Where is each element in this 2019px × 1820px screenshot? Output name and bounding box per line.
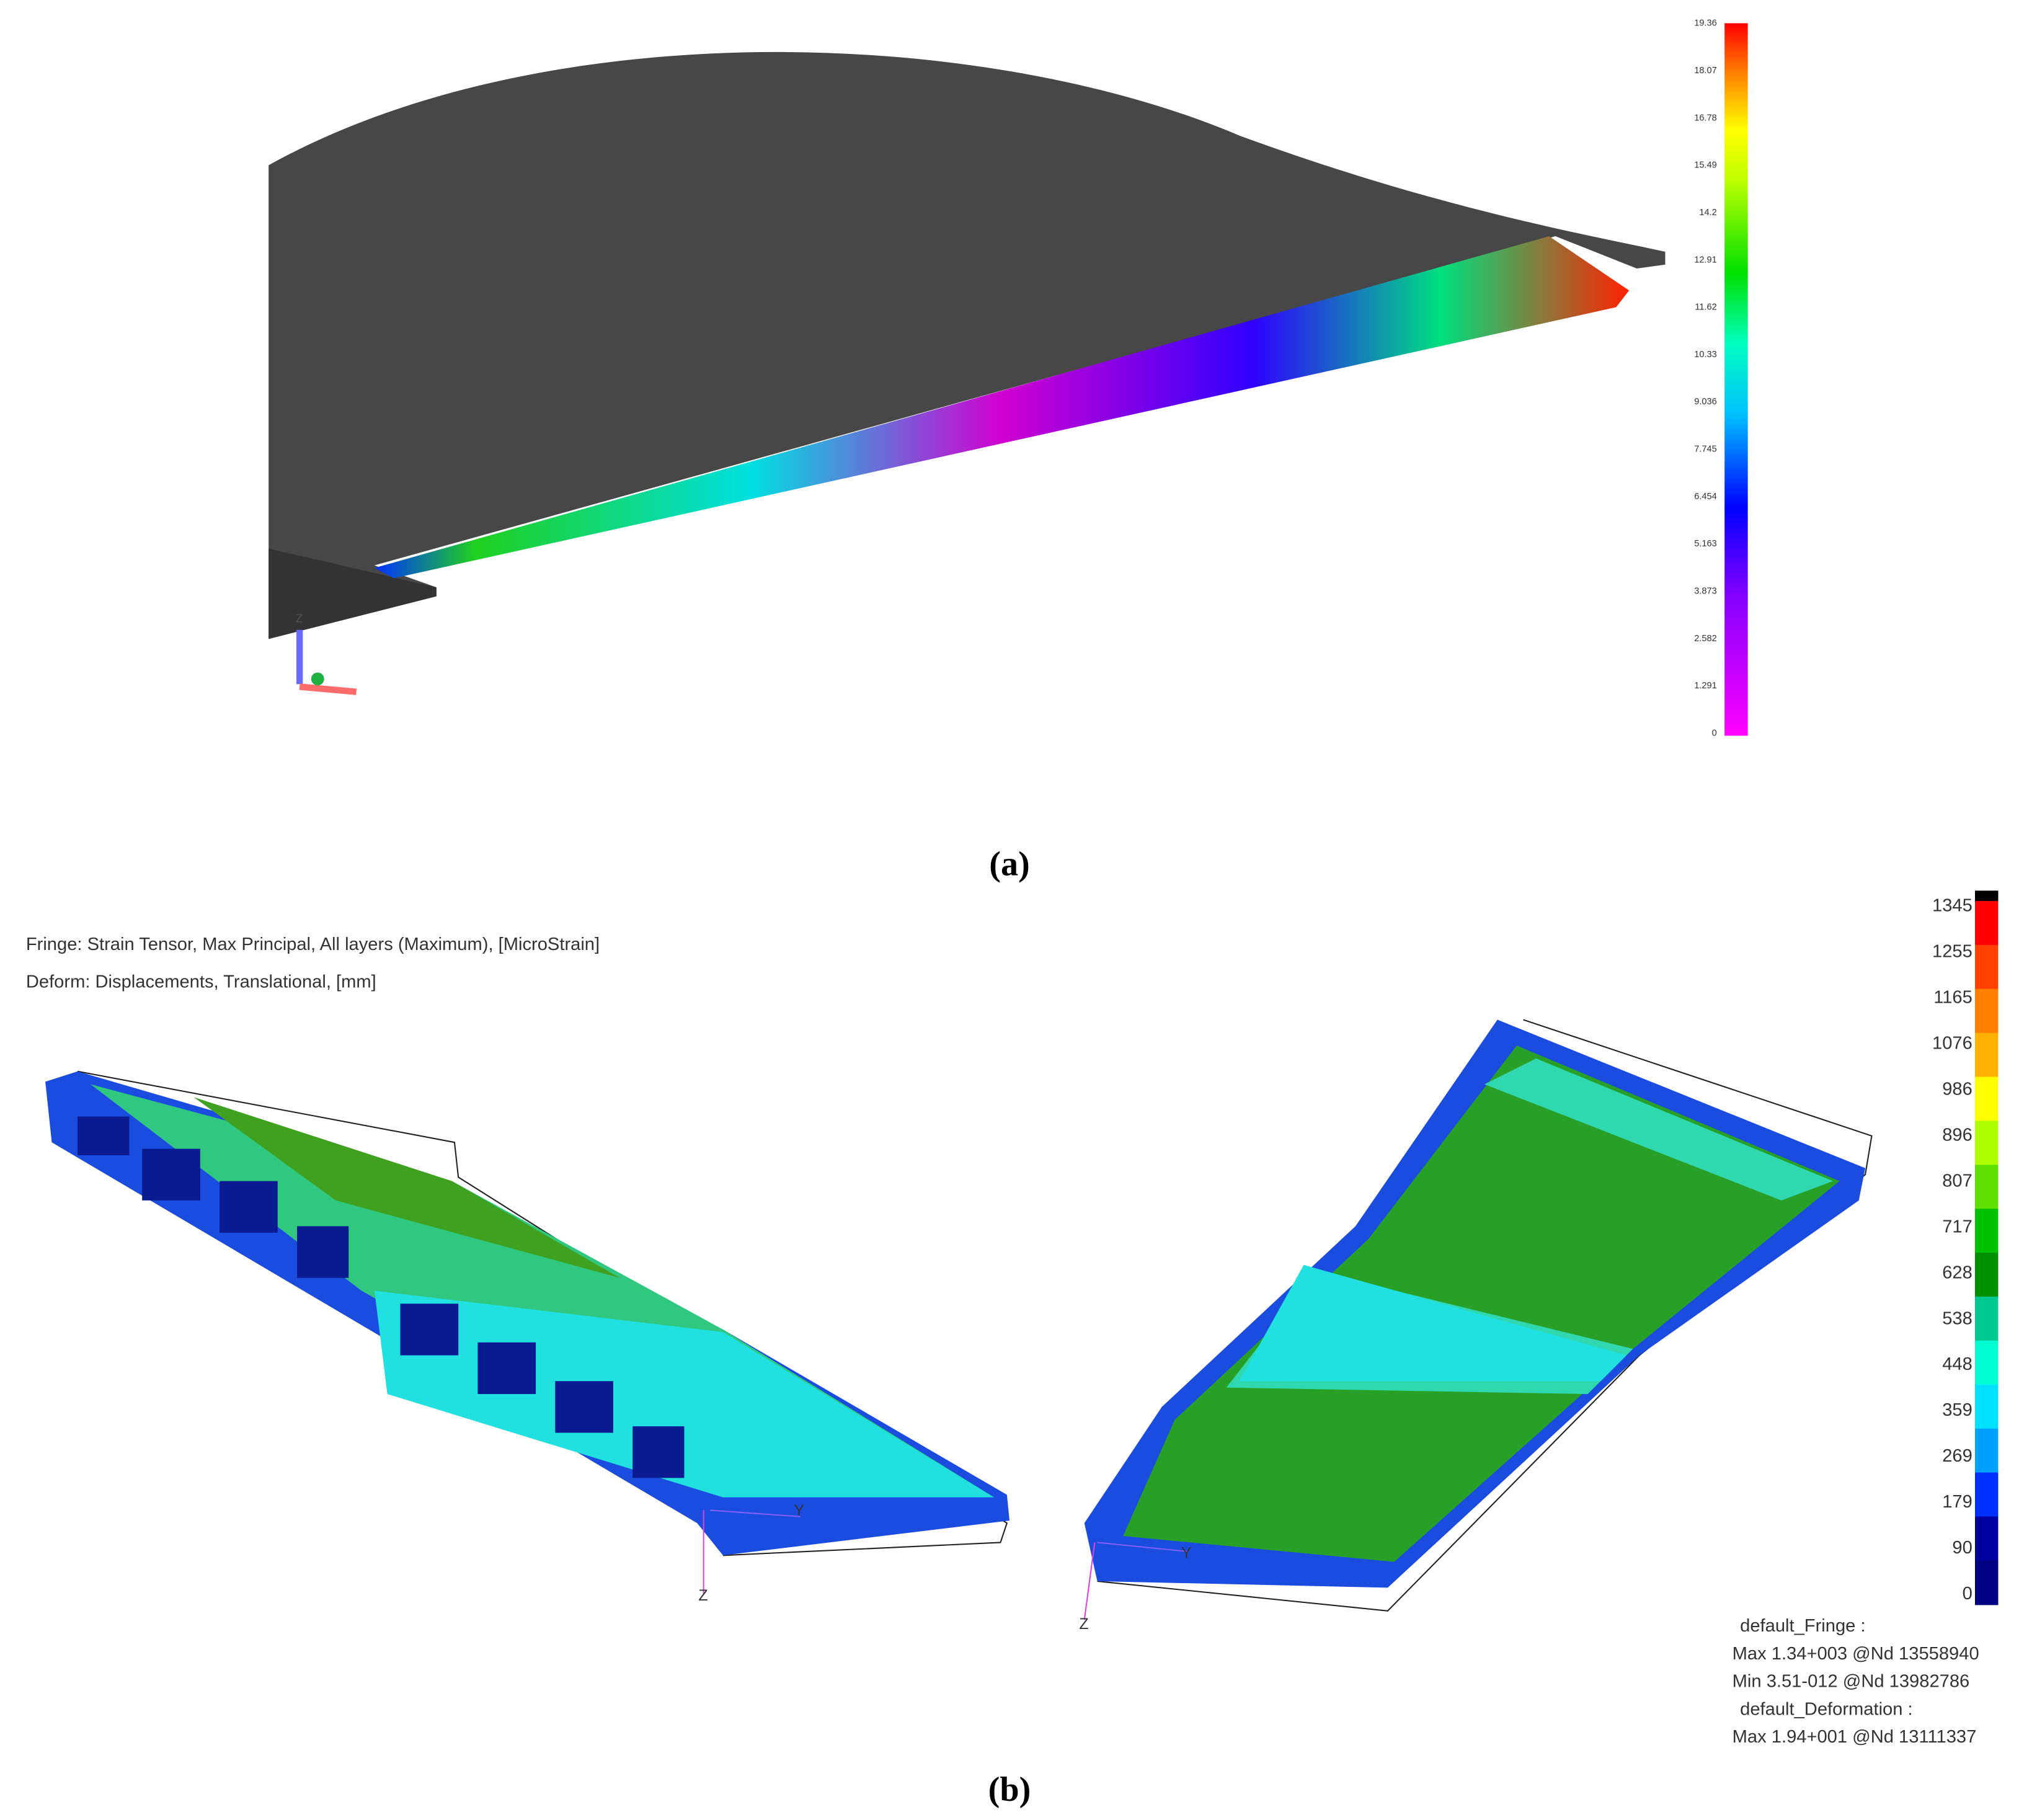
legend-label: 448 xyxy=(1942,1354,1972,1374)
color-segment xyxy=(1975,900,1999,946)
color-segment xyxy=(1975,1560,1999,1605)
axis xyxy=(299,683,357,695)
caption: (b) xyxy=(988,1770,1031,1809)
legend-label: 15.49 xyxy=(1694,161,1716,171)
legend-label: 717 xyxy=(1942,1217,1972,1236)
legend-label: 11.62 xyxy=(1695,303,1716,313)
color-segment xyxy=(1975,1121,1999,1166)
legend-label: 538 xyxy=(1942,1308,1972,1328)
axis-label: Z xyxy=(1079,1615,1088,1633)
color-segment xyxy=(1975,1516,1999,1561)
color-bar xyxy=(1975,890,1999,1605)
legend-label: 269 xyxy=(1942,1446,1972,1466)
result-strip xyxy=(374,236,1630,579)
color-segment xyxy=(1975,1472,1999,1517)
axis-label: Y xyxy=(794,1502,804,1519)
legend-label: 359 xyxy=(1942,1400,1972,1420)
legend-label: 12.91 xyxy=(1694,255,1716,265)
left-wing xyxy=(45,1070,1010,1594)
color-segment xyxy=(1975,1428,1999,1473)
color-segment xyxy=(1975,988,1999,1034)
legend-label: 6.454 xyxy=(1694,492,1716,502)
footer-line: Min 3.51-012 @Nd 13982786 xyxy=(1733,1672,1970,1692)
legend-label: 9.036 xyxy=(1694,397,1716,407)
legend-label: 18.07 xyxy=(1694,66,1716,76)
axis-label: Z xyxy=(698,1587,708,1604)
legend-label: 1165 xyxy=(1933,988,1972,1008)
header-line: Deform: Displacements, Translational, [m… xyxy=(26,972,376,992)
legend-label: 179 xyxy=(1942,1492,1972,1512)
legend-labels: 1345 1255 1165 1076 986 896 807 717 628 538 448 359… xyxy=(1932,896,1972,1604)
footer-line: default_Fringe : xyxy=(1740,1616,1865,1636)
legend-label: 5.163 xyxy=(1694,539,1716,549)
legend-label: 7.745 xyxy=(1694,445,1716,455)
legend-label: 0 xyxy=(1712,728,1717,738)
legend-label: 986 xyxy=(1942,1079,1972,1099)
right-wing xyxy=(1083,1019,1873,1620)
legend-label: 807 xyxy=(1942,1171,1972,1191)
color-segment xyxy=(1975,1165,1999,1210)
wing-surface xyxy=(268,51,1666,639)
legend-label: 896 xyxy=(1942,1125,1972,1145)
footer-line: default_Deformation : xyxy=(1740,1699,1912,1719)
color-bar xyxy=(1724,23,1748,736)
legend-label: 14.2 xyxy=(1699,208,1716,218)
color-segment xyxy=(1975,1253,1999,1298)
legend-labels: 19.36 18.07 16.78 15.49 14.2 12.91 11.62 10.33 9… xyxy=(1694,19,1716,739)
footer-line: Max 1.94+001 @Nd 13111337 xyxy=(1733,1727,1977,1747)
legend-label: 1.291 xyxy=(1694,681,1716,691)
axis-label: Z xyxy=(296,611,303,624)
legend-label: 1076 xyxy=(1932,1033,1972,1053)
legend-label: 2.582 xyxy=(1694,634,1716,644)
legend-label: 90 xyxy=(1952,1538,1972,1558)
caption: (a) xyxy=(989,845,1030,883)
color-segment xyxy=(1975,1340,1999,1385)
legend-label: 628 xyxy=(1942,1263,1972,1282)
color-segment xyxy=(1975,890,1999,902)
legend-label: 10.33 xyxy=(1694,350,1716,360)
color-segment xyxy=(1975,1032,1999,1078)
footer-line: Max 1.34+003 @Nd 13558940 xyxy=(1733,1644,1979,1664)
legend-label: 16.78 xyxy=(1694,113,1716,123)
legend-label: 19.36 xyxy=(1694,19,1716,29)
header-line: Fringe: Strain Tensor, Max Principal, Al… xyxy=(26,934,600,954)
legend-label: 1345 xyxy=(1932,896,1972,916)
footer: default_Fringe : Max 1.34+003 @Nd 1355894… xyxy=(1733,1616,1979,1747)
color-segment xyxy=(1975,1209,1999,1254)
color-segment xyxy=(1975,1384,1999,1429)
color-segment xyxy=(1975,1076,1999,1122)
legend-label: 1255 xyxy=(1932,942,1972,962)
wing-edge xyxy=(268,548,437,639)
axis-label: Y xyxy=(1181,1544,1192,1561)
legend-label: 0 xyxy=(1963,1584,1972,1604)
color-segment xyxy=(1975,944,1999,990)
legend-label: 3.873 xyxy=(1694,587,1716,597)
axis xyxy=(311,672,324,686)
color-segment xyxy=(1975,1297,1999,1342)
